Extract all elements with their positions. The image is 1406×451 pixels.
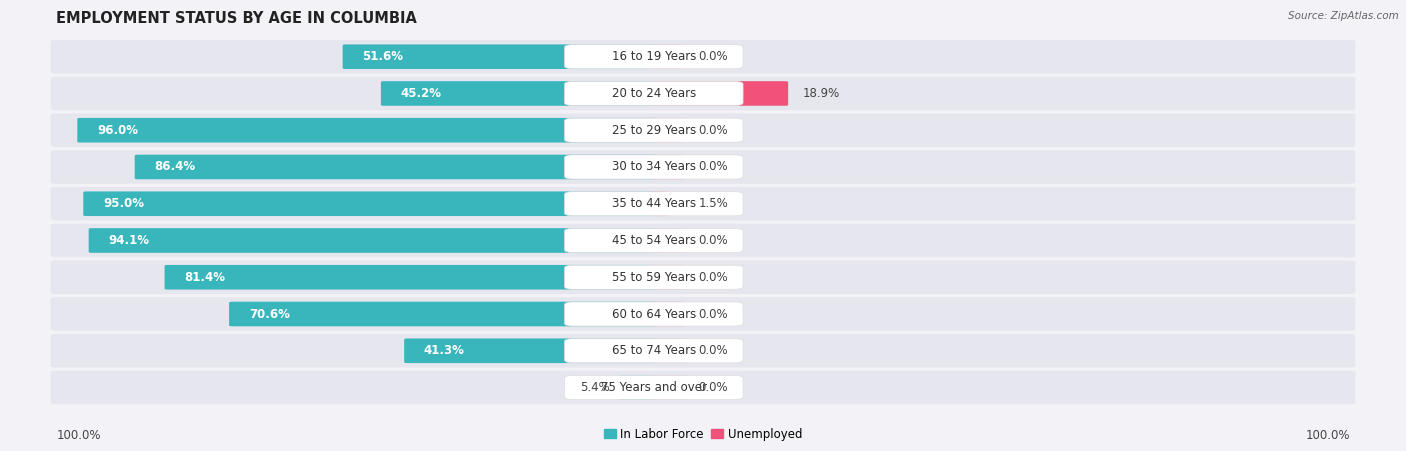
FancyBboxPatch shape bbox=[565, 45, 742, 69]
FancyBboxPatch shape bbox=[651, 228, 685, 253]
FancyBboxPatch shape bbox=[51, 334, 1355, 368]
FancyBboxPatch shape bbox=[565, 82, 742, 106]
FancyBboxPatch shape bbox=[51, 113, 1355, 147]
FancyBboxPatch shape bbox=[565, 302, 742, 326]
FancyBboxPatch shape bbox=[651, 44, 685, 69]
FancyBboxPatch shape bbox=[565, 376, 742, 400]
Text: 94.1%: 94.1% bbox=[108, 234, 149, 247]
Text: 55 to 59 Years: 55 to 59 Years bbox=[612, 271, 696, 284]
Text: 30 to 34 Years: 30 to 34 Years bbox=[612, 161, 696, 174]
Text: 100.0%: 100.0% bbox=[56, 429, 101, 442]
Text: 20 to 24 Years: 20 to 24 Years bbox=[612, 87, 696, 100]
FancyBboxPatch shape bbox=[51, 224, 1355, 258]
Text: 65 to 74 Years: 65 to 74 Years bbox=[612, 344, 696, 357]
Text: 70.6%: 70.6% bbox=[249, 308, 290, 321]
Text: 0.0%: 0.0% bbox=[699, 344, 728, 357]
FancyBboxPatch shape bbox=[404, 338, 657, 363]
FancyBboxPatch shape bbox=[651, 375, 685, 400]
Text: 45.2%: 45.2% bbox=[401, 87, 441, 100]
FancyBboxPatch shape bbox=[651, 118, 685, 143]
FancyBboxPatch shape bbox=[565, 192, 742, 216]
FancyBboxPatch shape bbox=[565, 265, 742, 289]
FancyBboxPatch shape bbox=[51, 371, 1355, 405]
Text: 45 to 54 Years: 45 to 54 Years bbox=[612, 234, 696, 247]
FancyBboxPatch shape bbox=[165, 265, 657, 290]
Text: 0.0%: 0.0% bbox=[699, 271, 728, 284]
Text: 25 to 29 Years: 25 to 29 Years bbox=[612, 124, 696, 137]
FancyBboxPatch shape bbox=[89, 228, 657, 253]
FancyBboxPatch shape bbox=[619, 375, 657, 400]
FancyBboxPatch shape bbox=[51, 40, 1355, 74]
Text: 16 to 19 Years: 16 to 19 Years bbox=[612, 50, 696, 63]
FancyBboxPatch shape bbox=[651, 265, 685, 290]
Text: 96.0%: 96.0% bbox=[97, 124, 138, 137]
FancyBboxPatch shape bbox=[565, 155, 742, 179]
Text: 0.0%: 0.0% bbox=[699, 161, 728, 174]
Text: 95.0%: 95.0% bbox=[103, 197, 143, 210]
FancyBboxPatch shape bbox=[51, 150, 1355, 184]
Text: 1.5%: 1.5% bbox=[699, 197, 728, 210]
FancyBboxPatch shape bbox=[77, 118, 657, 143]
Text: 41.3%: 41.3% bbox=[423, 344, 465, 357]
FancyBboxPatch shape bbox=[651, 302, 685, 327]
Text: 75 Years and over: 75 Years and over bbox=[600, 381, 707, 394]
Text: 0.0%: 0.0% bbox=[699, 308, 728, 321]
FancyBboxPatch shape bbox=[51, 260, 1355, 294]
Text: 51.6%: 51.6% bbox=[363, 50, 404, 63]
FancyBboxPatch shape bbox=[651, 155, 685, 179]
FancyBboxPatch shape bbox=[343, 44, 657, 69]
Text: 0.0%: 0.0% bbox=[699, 124, 728, 137]
Text: 60 to 64 Years: 60 to 64 Years bbox=[612, 308, 696, 321]
FancyBboxPatch shape bbox=[51, 77, 1355, 110]
FancyBboxPatch shape bbox=[651, 191, 666, 216]
Text: Source: ZipAtlas.com: Source: ZipAtlas.com bbox=[1288, 11, 1399, 21]
Text: 0.0%: 0.0% bbox=[699, 381, 728, 394]
Text: 100.0%: 100.0% bbox=[1305, 429, 1350, 442]
Text: 35 to 44 Years: 35 to 44 Years bbox=[612, 197, 696, 210]
Text: 0.0%: 0.0% bbox=[699, 50, 728, 63]
Text: 18.9%: 18.9% bbox=[803, 87, 839, 100]
FancyBboxPatch shape bbox=[83, 191, 657, 216]
FancyBboxPatch shape bbox=[229, 302, 657, 327]
Text: 0.0%: 0.0% bbox=[699, 234, 728, 247]
Text: 5.4%: 5.4% bbox=[581, 381, 610, 394]
FancyBboxPatch shape bbox=[51, 187, 1355, 221]
FancyBboxPatch shape bbox=[565, 229, 742, 253]
FancyBboxPatch shape bbox=[651, 338, 685, 363]
FancyBboxPatch shape bbox=[651, 81, 789, 106]
FancyBboxPatch shape bbox=[135, 155, 657, 179]
Text: 86.4%: 86.4% bbox=[155, 161, 195, 174]
Text: EMPLOYMENT STATUS BY AGE IN COLUMBIA: EMPLOYMENT STATUS BY AGE IN COLUMBIA bbox=[56, 11, 418, 26]
FancyBboxPatch shape bbox=[565, 339, 742, 363]
FancyBboxPatch shape bbox=[565, 118, 742, 142]
Text: 81.4%: 81.4% bbox=[184, 271, 225, 284]
FancyBboxPatch shape bbox=[381, 81, 657, 106]
FancyBboxPatch shape bbox=[51, 297, 1355, 331]
Legend: In Labor Force, Unemployed: In Labor Force, Unemployed bbox=[605, 428, 801, 441]
